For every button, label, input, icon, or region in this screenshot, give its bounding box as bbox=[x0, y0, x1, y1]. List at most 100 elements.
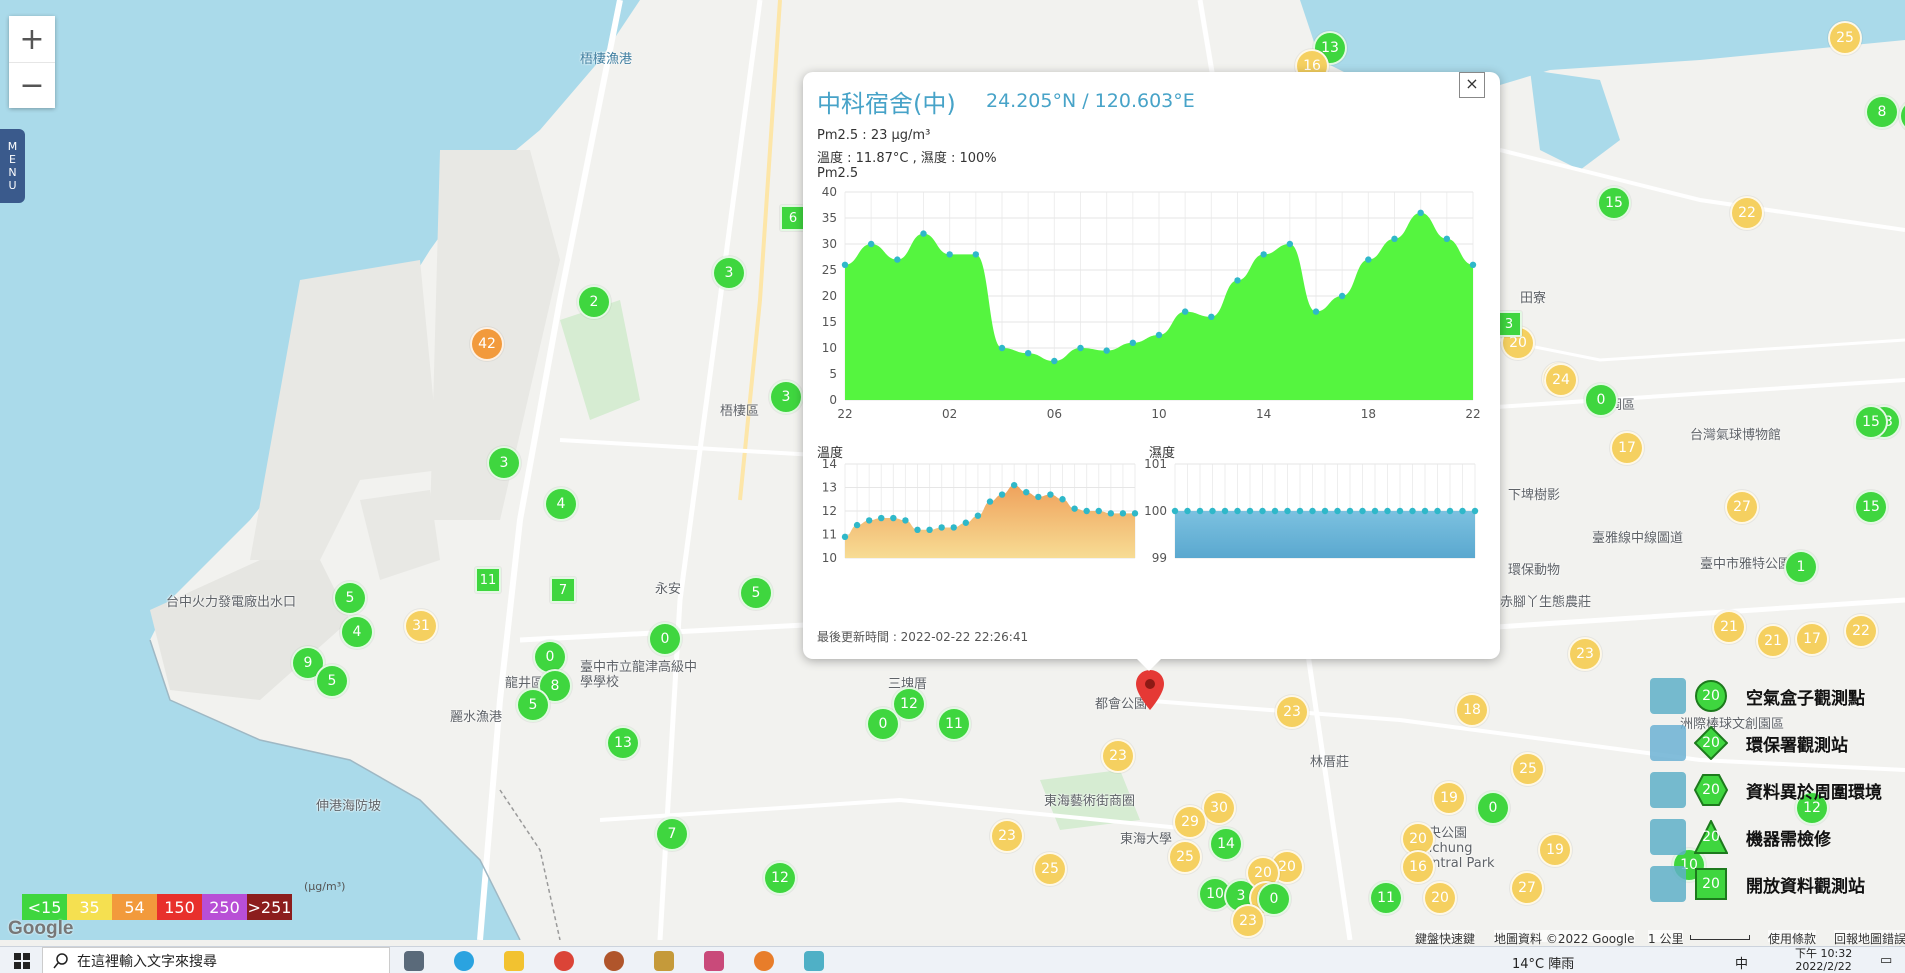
clock[interactable]: 下午 10:32 2022/2/22 bbox=[1795, 947, 1852, 973]
chrome-icon[interactable] bbox=[554, 951, 574, 971]
data-point bbox=[1129, 339, 1137, 346]
open-data-station-marker[interactable]: 11 bbox=[475, 567, 501, 593]
aqi-marker[interactable]: 12 bbox=[892, 687, 926, 721]
keyboard-shortcuts-link[interactable]: 鍵盤快速鍵 bbox=[1415, 930, 1476, 946]
zoom-in-button[interactable]: + bbox=[9, 16, 55, 62]
aqi-marker[interactable]: 5 bbox=[315, 664, 349, 698]
data-point bbox=[974, 512, 982, 519]
aqi-marker[interactable]: 23 bbox=[990, 819, 1024, 853]
map-label-chimu: 赤腳丫生態農莊 bbox=[1500, 595, 1592, 610]
aqi-marker[interactable]: 27 bbox=[1725, 490, 1759, 524]
aqi-marker[interactable]: 25 bbox=[1511, 752, 1545, 786]
aqi-marker[interactable]: 21 bbox=[1712, 610, 1746, 644]
selected-location-pin-icon[interactable] bbox=[1136, 670, 1164, 710]
aqi-marker[interactable]: 4 bbox=[544, 487, 578, 521]
aqi-marker[interactable]: 15 bbox=[1854, 405, 1888, 439]
app-icon-1[interactable] bbox=[604, 951, 624, 971]
aqi-marker[interactable]: 15 bbox=[1854, 490, 1888, 524]
aqi-marker[interactable]: 0 bbox=[648, 622, 682, 656]
ime-indicator[interactable]: 中 bbox=[1735, 957, 1749, 972]
y-tick-label: 100 bbox=[1145, 504, 1167, 518]
aqi-marker[interactable]: 31 bbox=[404, 609, 438, 643]
aqi-marker[interactable]: 4 bbox=[340, 615, 374, 649]
aqi-marker[interactable]: 7 bbox=[655, 817, 689, 851]
aqi-marker[interactable]: 29 bbox=[1173, 805, 1207, 839]
y-tick-label: 13 bbox=[822, 481, 837, 495]
aqi-marker[interactable]: 15 bbox=[1597, 186, 1631, 220]
data-point bbox=[1417, 209, 1424, 216]
data-point bbox=[865, 517, 873, 524]
aqi-marker[interactable]: 23 bbox=[1275, 695, 1309, 729]
open-data-station-marker[interactable]: 7 bbox=[550, 577, 576, 603]
aqi-marker[interactable]: 19 bbox=[1432, 781, 1466, 815]
aqi-marker[interactable]: 25 bbox=[1828, 21, 1862, 55]
aqi-marker[interactable]: 0 bbox=[1257, 882, 1291, 916]
taskbar-search[interactable]: 在這裡輸入文字來搜尋 bbox=[42, 947, 390, 973]
aqi-marker[interactable]: 24 bbox=[1544, 363, 1578, 397]
aqi-marker[interactable]: 13 bbox=[606, 726, 640, 760]
aqi-marker[interactable]: 25 bbox=[1033, 852, 1067, 886]
report-error-link[interactable]: 回報地圖錯誤 bbox=[1834, 930, 1905, 946]
map-label-tianliao: 田寮 bbox=[1520, 291, 1547, 306]
map-label-school: 臺中市立龍津高級中學學校 bbox=[580, 660, 698, 690]
open-data-station-marker[interactable]: 6 bbox=[780, 205, 806, 231]
file-explorer-icon[interactable] bbox=[504, 951, 524, 971]
app-icon-4[interactable] bbox=[804, 951, 824, 971]
task-view-icon[interactable] bbox=[404, 951, 424, 971]
aqi-marker[interactable]: 3 bbox=[769, 380, 803, 414]
aqi-marker[interactable]: 17 bbox=[1610, 431, 1644, 465]
aqi-marker[interactable]: 25 bbox=[1168, 840, 1202, 874]
aqi-marker[interactable]: 5 bbox=[516, 688, 550, 722]
aqi-marker[interactable]: 30 bbox=[1202, 791, 1236, 825]
aqi-marker[interactable]: 27 bbox=[1510, 871, 1544, 905]
aqi-marker[interactable]: 42 bbox=[470, 327, 504, 361]
aqi-marker[interactable]: 23 bbox=[1568, 637, 1602, 671]
google-logo: Google bbox=[8, 918, 74, 939]
aqi-marker[interactable]: 1 bbox=[1784, 550, 1818, 584]
menu-tab[interactable]: MENU bbox=[0, 129, 25, 203]
map-label-donghai-art: 東海藝術街商圈 bbox=[1044, 794, 1136, 809]
aqi-marker[interactable]: 17 bbox=[1795, 622, 1829, 656]
aqi-marker[interactable]: 21 bbox=[1756, 624, 1790, 658]
aqi-marker[interactable]: 2 bbox=[577, 285, 611, 319]
aqi-marker[interactable]: 3 bbox=[712, 256, 746, 290]
aqi-marker[interactable]: 5 bbox=[739, 576, 773, 610]
clock-date: 2022/2/22 bbox=[1795, 960, 1852, 973]
app-icon-3[interactable] bbox=[704, 951, 724, 971]
edge-icon[interactable] bbox=[454, 951, 474, 971]
aqi-marker[interactable]: 11 bbox=[1369, 881, 1403, 915]
aqi-marker[interactable]: 22 bbox=[1844, 614, 1878, 648]
aqi-marker[interactable]: 0 bbox=[1476, 791, 1510, 825]
data-point bbox=[894, 256, 901, 263]
aqi-marker[interactable]: 16 bbox=[1401, 850, 1435, 884]
aqi-marker[interactable]: 5 bbox=[333, 581, 367, 615]
aqi-marker[interactable]: 20 bbox=[1423, 881, 1457, 915]
aqi-marker[interactable]: 14 bbox=[1209, 827, 1243, 861]
aqi-marker[interactable]: 0 bbox=[866, 707, 900, 741]
aqi-marker[interactable]: 8 bbox=[1865, 95, 1899, 129]
notification-icon[interactable]: ▭ bbox=[1880, 953, 1893, 968]
aqi-marker[interactable]: 12 bbox=[763, 861, 797, 895]
app-icon-2[interactable] bbox=[654, 951, 674, 971]
aqi-marker[interactable]: 12 bbox=[1795, 791, 1829, 825]
y-tick-label: 11 bbox=[822, 528, 837, 542]
map-label-longfish: 麗水漁港 bbox=[450, 710, 503, 725]
aqi-marker[interactable]: 23 bbox=[1101, 739, 1135, 773]
close-icon[interactable]: × bbox=[1459, 72, 1485, 98]
data-point bbox=[1296, 507, 1304, 515]
aqi-marker[interactable]: 11 bbox=[937, 707, 971, 741]
zoom-out-button[interactable]: − bbox=[9, 62, 55, 108]
aqi-marker[interactable]: 0 bbox=[1584, 383, 1618, 417]
terms-link[interactable]: 使用條款 bbox=[1768, 930, 1817, 946]
map-label-harbor: 梧棲漁港 bbox=[580, 52, 633, 67]
aqi-marker[interactable]: 18 bbox=[1455, 693, 1489, 727]
aqi-marker[interactable]: 19 bbox=[1538, 833, 1572, 867]
data-point bbox=[1384, 507, 1391, 515]
aqi-marker[interactable]: 3 bbox=[487, 446, 521, 480]
aqi-marker[interactable]: 22 bbox=[1730, 196, 1764, 230]
aqi-marker[interactable]: 23 bbox=[1231, 904, 1265, 938]
weather-status[interactable]: 14°C 陣雨 bbox=[1512, 957, 1575, 972]
blender-icon[interactable] bbox=[754, 951, 774, 971]
windows-start-icon[interactable] bbox=[14, 953, 30, 969]
data-point bbox=[1365, 256, 1372, 263]
